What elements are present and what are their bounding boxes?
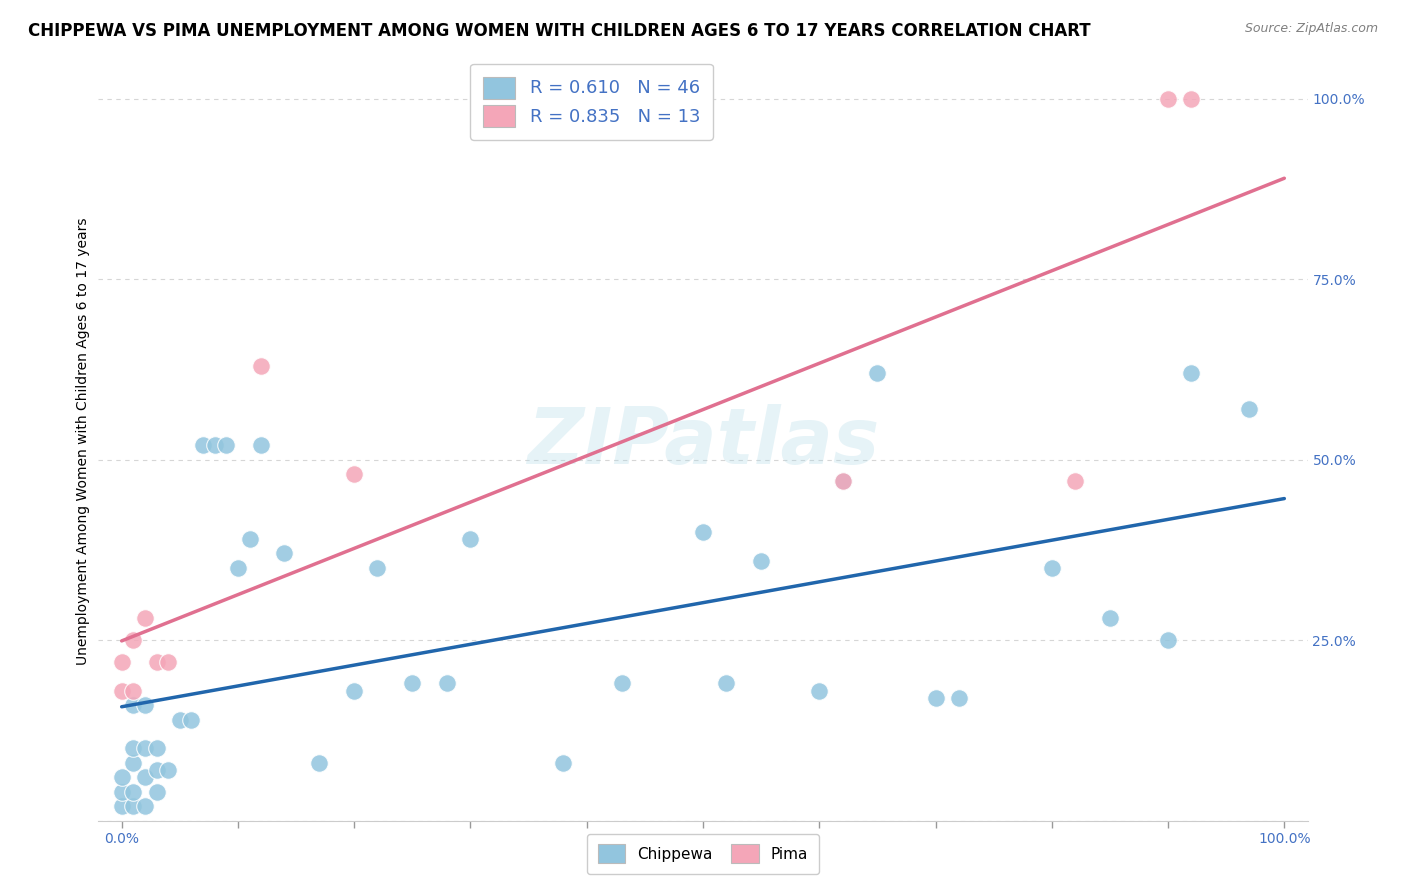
Point — [134, 698, 156, 712]
Point — [749, 554, 772, 568]
Point — [1157, 91, 1180, 105]
Point — [134, 611, 156, 625]
Point — [157, 655, 180, 669]
Point — [239, 532, 262, 546]
Point — [191, 438, 214, 452]
Point — [1157, 633, 1180, 648]
Point — [948, 690, 970, 705]
Point — [366, 561, 388, 575]
Point — [204, 438, 226, 452]
Point — [250, 438, 273, 452]
Point — [180, 713, 202, 727]
Point — [157, 763, 180, 777]
Point — [226, 561, 249, 575]
Point — [122, 683, 145, 698]
Point — [343, 683, 366, 698]
Point — [1180, 366, 1202, 380]
Point — [111, 655, 134, 669]
Legend: Chippewa, Pima: Chippewa, Pima — [588, 834, 818, 873]
Point — [111, 785, 134, 799]
Point — [1180, 91, 1202, 105]
Point — [111, 799, 134, 814]
Point — [866, 366, 889, 380]
Point — [122, 756, 145, 770]
Point — [831, 475, 853, 489]
Text: ZIPatlas: ZIPatlas — [527, 403, 879, 480]
Point — [1040, 561, 1063, 575]
Point — [831, 475, 853, 489]
Point — [1064, 475, 1087, 489]
Point — [273, 546, 295, 560]
Point — [122, 633, 145, 648]
Point — [924, 690, 946, 705]
Point — [250, 359, 273, 373]
Point — [215, 438, 238, 452]
Text: Source: ZipAtlas.com: Source: ZipAtlas.com — [1244, 22, 1378, 36]
Point — [145, 655, 167, 669]
Point — [134, 741, 156, 756]
Point — [111, 683, 134, 698]
Point — [145, 785, 167, 799]
Point — [134, 770, 156, 784]
Point — [134, 799, 156, 814]
Point — [145, 763, 167, 777]
Point — [436, 676, 458, 690]
Point — [122, 698, 145, 712]
Point — [808, 683, 831, 698]
Point — [308, 756, 330, 770]
Point — [610, 676, 633, 690]
Point — [553, 756, 575, 770]
Point — [122, 741, 145, 756]
Point — [401, 676, 423, 690]
Point — [1239, 402, 1261, 417]
Point — [122, 785, 145, 799]
Point — [145, 741, 167, 756]
Point — [111, 770, 134, 784]
Point — [343, 467, 366, 481]
Point — [716, 676, 738, 690]
Y-axis label: Unemployment Among Women with Children Ages 6 to 17 years: Unemployment Among Women with Children A… — [76, 218, 90, 665]
Point — [169, 713, 191, 727]
Point — [692, 524, 714, 539]
Point — [1098, 611, 1121, 625]
Text: CHIPPEWA VS PIMA UNEMPLOYMENT AMONG WOMEN WITH CHILDREN AGES 6 TO 17 YEARS CORRE: CHIPPEWA VS PIMA UNEMPLOYMENT AMONG WOME… — [28, 22, 1091, 40]
Point — [122, 799, 145, 814]
Point — [460, 532, 482, 546]
